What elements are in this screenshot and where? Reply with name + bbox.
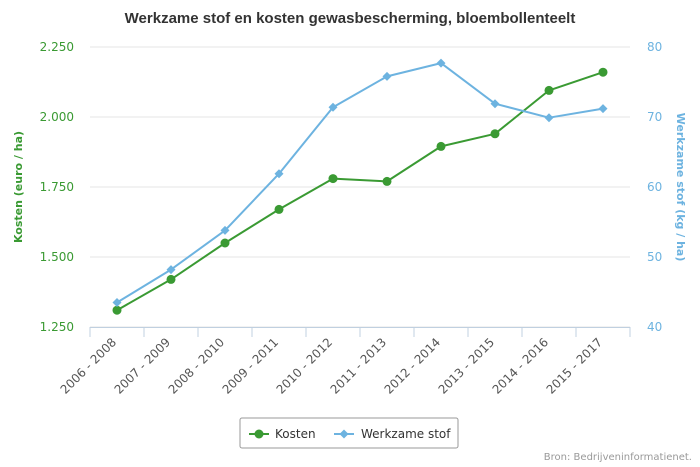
data-point-kosten[interactable] [220,238,230,248]
legend: Kosten Werkzame stof [239,417,459,449]
data-point-werkzame-stof[interactable] [382,71,392,81]
data-point-kosten[interactable] [328,174,338,184]
x-tick-label: 2012 - 2014 [382,335,444,397]
x-tick-label: 2008 - 2010 [166,335,228,397]
y-left-tick-label: 2.000 [40,110,74,124]
data-point-werkzame-stof[interactable] [328,102,338,112]
y-left-tick-label: 1.500 [40,250,74,264]
y-right-tick-label: 50 [647,250,662,264]
y-right-tick-label: 70 [647,110,662,124]
legend-label-werkzame-stof: Werkzame stof [361,427,451,441]
data-point-werkzame-stof[interactable] [490,99,500,109]
data-point-werkzame-stof[interactable] [598,104,608,114]
series-line-kosten [116,71,604,312]
x-tick-label: 2015 - 2017 [544,335,606,397]
chart-title: Werkzame stof en kosten gewasbescherming… [125,10,576,27]
data-point-kosten[interactable] [166,274,176,284]
data-point-werkzame-stof[interactable] [166,265,176,275]
data-point-werkzame-stof[interactable] [274,169,284,179]
x-tick-label: 2009 - 2011 [220,335,282,397]
legend-item-werkzame-stof[interactable]: Werkzame stof [334,427,451,441]
x-tick-label: 2010 - 2012 [274,335,336,397]
legend-marker-kosten [254,429,264,439]
y-left-tick-label: 1.250 [40,320,74,334]
data-point-werkzame-stof[interactable] [220,225,230,235]
legend-marker-werkzame-stof [339,429,349,439]
y-left-tick-label: 1.750 [40,180,74,194]
data-point-kosten[interactable] [490,129,500,139]
data-point-kosten[interactable] [544,85,554,95]
axes: 1.250 1.500 1.750 2.000 2.250 40 50 60 70 80 2006 … [40,40,663,397]
data-point-werkzame-stof[interactable] [544,113,554,123]
data-point-kosten[interactable] [382,176,392,186]
data-point-kosten[interactable] [598,67,608,77]
x-tick-label: 2007 - 2009 [112,335,174,397]
y-right-tick-label: 80 [647,40,662,54]
x-tick-label: 2014 - 2016 [490,335,552,397]
series-layer [112,58,608,315]
x-tick-label: 2011 - 2013 [328,335,390,397]
data-point-kosten[interactable] [274,204,284,214]
y-right-tick-label: 40 [647,320,662,334]
legend-label-kosten: Kosten [275,427,316,441]
series-line-werkzame-stof [116,62,604,304]
data-point-werkzame-stof[interactable] [112,298,122,307]
source-credit: Bron: Bedrijveninformatienet. [544,452,692,463]
x-tick-label: 2006 - 2008 [58,335,120,397]
data-point-kosten[interactable] [112,305,122,315]
y-right-tick-label: 60 [647,180,662,194]
legend-item-kosten[interactable]: Kosten [249,427,316,441]
data-point-werkzame-stof[interactable] [436,58,446,68]
y-left-axis-title: Kosten (euro / ha) [12,131,25,243]
data-point-kosten[interactable] [436,141,446,151]
y-left-tick-label: 2.250 [40,40,74,54]
x-tick-label: 2013 - 2015 [436,335,498,397]
y-right-axis-title: Werkzame stof (kg / ha) [674,113,687,262]
